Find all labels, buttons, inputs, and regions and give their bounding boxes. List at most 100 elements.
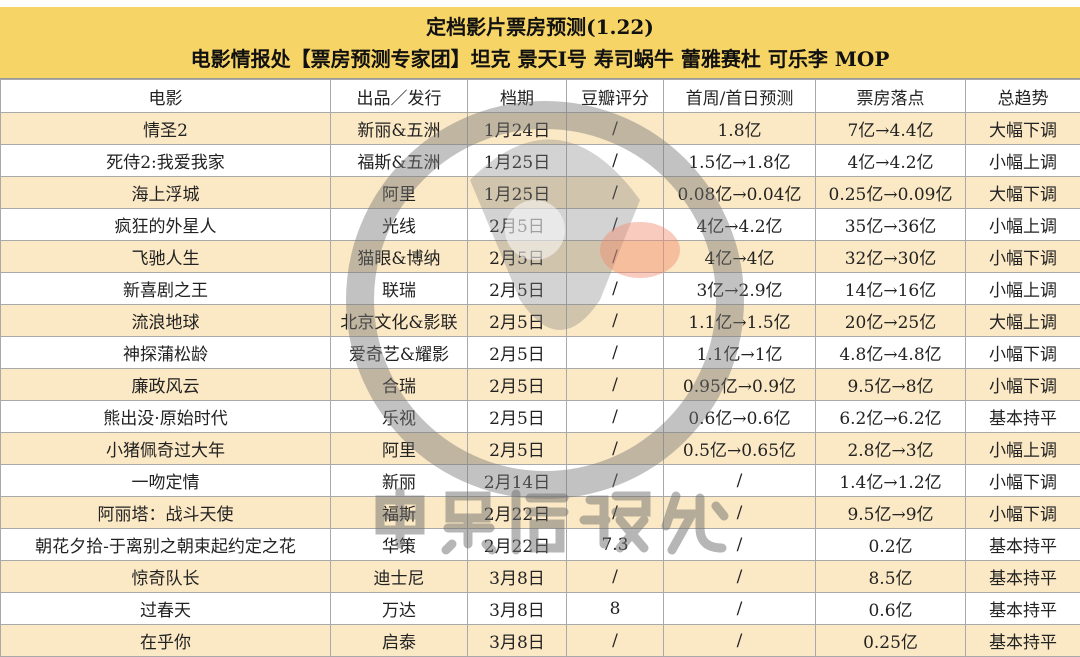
cell-distributor: 猫眼&博纳 <box>331 241 468 273</box>
cell-distributor: 新丽&五洲 <box>331 113 468 145</box>
col-header-douban-score: 豆瓣评分 <box>567 80 664 113</box>
cell-box-office-forecast: 8.5亿 <box>816 561 966 593</box>
cell-opening-forecast: / <box>664 625 816 657</box>
cell-movie: 过春天 <box>1 593 331 625</box>
cell-opening-forecast: 0.08亿→0.04亿 <box>664 177 816 209</box>
cell-opening-forecast: / <box>664 497 816 529</box>
col-header-box-office-forecast: 票房落点 <box>816 80 966 113</box>
cell-distributor: 启泰 <box>331 625 468 657</box>
cell-movie: 新喜剧之王 <box>1 273 331 305</box>
col-header-distributor: 出品／发行 <box>331 80 468 113</box>
cell-opening-forecast: 1.1亿→1亿 <box>664 337 816 369</box>
cell-trend: 小幅上调 <box>966 433 1080 465</box>
cell-release-date: 2月5日 <box>468 209 567 241</box>
cell-trend: 大幅下调 <box>966 177 1080 209</box>
cell-opening-forecast: 1.5亿→1.8亿 <box>664 145 816 177</box>
cell-distributor: 华策 <box>331 529 468 561</box>
cell-douban-score: 8 <box>567 593 664 625</box>
cell-trend: 基本持平 <box>966 561 1080 593</box>
cell-opening-forecast: 0.95亿→0.9亿 <box>664 369 816 401</box>
cell-trend: 小幅上调 <box>966 209 1080 241</box>
cell-box-office-forecast: 6.2亿→6.2亿 <box>816 401 966 433</box>
cell-box-office-forecast: 0.25亿 <box>816 625 966 657</box>
cell-douban-score: / <box>567 465 664 497</box>
cell-release-date: 2月5日 <box>468 337 567 369</box>
cell-trend: 小幅上调 <box>966 145 1080 177</box>
cell-opening-forecast: / <box>664 593 816 625</box>
cell-trend: 基本持平 <box>966 593 1080 625</box>
cell-douban-score: / <box>567 177 664 209</box>
cell-trend: 大幅下调 <box>966 113 1080 145</box>
cell-box-office-forecast: 0.25亿→0.09亿 <box>816 177 966 209</box>
cell-release-date: 3月8日 <box>468 561 567 593</box>
cell-movie: 廉政风云 <box>1 369 331 401</box>
cell-trend: 小幅下调 <box>966 241 1080 273</box>
title-line-2: 电影情报处【票房预测专家团】坦克 景天I号 寿司蜗牛 蕾雅赛杜 可乐李 MOP <box>0 43 1080 75</box>
cell-opening-forecast: 1.8亿 <box>664 113 816 145</box>
col-header-opening-forecast: 首周/首日预测 <box>664 80 816 113</box>
cell-distributor: 北京文化&影联 <box>331 305 468 337</box>
cell-distributor: 阿里 <box>331 177 468 209</box>
cell-distributor: 福斯 <box>331 497 468 529</box>
cell-box-office-forecast: 1.4亿→1.2亿 <box>816 465 966 497</box>
col-header-trend: 总趋势 <box>966 80 1080 113</box>
cell-box-office-forecast: 20亿→25亿 <box>816 305 966 337</box>
cell-movie: 神探蒲松龄 <box>1 337 331 369</box>
cell-box-office-forecast: 0.2亿 <box>816 529 966 561</box>
cell-opening-forecast: / <box>664 465 816 497</box>
cell-movie: 阿丽塔：战斗天使 <box>1 497 331 529</box>
cell-movie: 飞驰人生 <box>1 241 331 273</box>
title-line-1: 定档影片票房预测(1.22) <box>0 11 1080 43</box>
cell-douban-score: / <box>567 145 664 177</box>
cell-distributor: 光线 <box>331 209 468 241</box>
cell-douban-score: / <box>567 401 664 433</box>
col-header-movie: 电影 <box>1 80 331 113</box>
cell-douban-score: / <box>567 433 664 465</box>
cell-movie: 情圣2 <box>1 113 331 145</box>
cell-distributor: 乐视 <box>331 401 468 433</box>
cell-trend: 小幅下调 <box>966 497 1080 529</box>
col-header-release-date: 档期 <box>468 80 567 113</box>
cell-movie: 惊奇队长 <box>1 561 331 593</box>
cell-trend: 小幅下调 <box>966 369 1080 401</box>
cell-douban-score: / <box>567 209 664 241</box>
cell-release-date: 2月22日 <box>468 497 567 529</box>
cell-opening-forecast: / <box>664 561 816 593</box>
cell-douban-score: / <box>567 497 664 529</box>
cell-douban-score: 7.3 <box>567 529 664 561</box>
cell-box-office-forecast: 7亿→4.4亿 <box>816 113 966 145</box>
cell-douban-score: / <box>567 369 664 401</box>
cell-box-office-forecast: 2.8亿→3亿 <box>816 433 966 465</box>
header-row: 电影 出品／发行 档期 豆瓣评分 首周/首日预测 票房落点 总趋势 <box>1 80 1080 113</box>
cell-release-date: 2月5日 <box>468 305 567 337</box>
cell-movie: 海上浮城 <box>1 177 331 209</box>
cell-opening-forecast: 4亿→4亿 <box>664 241 816 273</box>
cell-box-office-forecast: 32亿→30亿 <box>816 241 966 273</box>
cell-trend: 小幅下调 <box>966 337 1080 369</box>
cell-distributor: 联瑞 <box>331 273 468 305</box>
cell-distributor: 迪士尼 <box>331 561 468 593</box>
cell-distributor: 合瑞 <box>331 369 468 401</box>
cell-release-date: 2月5日 <box>468 433 567 465</box>
cell-movie: 疯狂的外星人 <box>1 209 331 241</box>
cell-release-date: 1月25日 <box>468 177 567 209</box>
cell-movie: 在乎你 <box>1 625 331 657</box>
cell-douban-score: / <box>567 561 664 593</box>
cell-release-date: 2月5日 <box>468 241 567 273</box>
cell-movie: 死侍2:我爱我家 <box>1 145 331 177</box>
cell-movie: 小猪佩奇过大年 <box>1 433 331 465</box>
cell-box-office-forecast: 4.8亿→4.8亿 <box>816 337 966 369</box>
